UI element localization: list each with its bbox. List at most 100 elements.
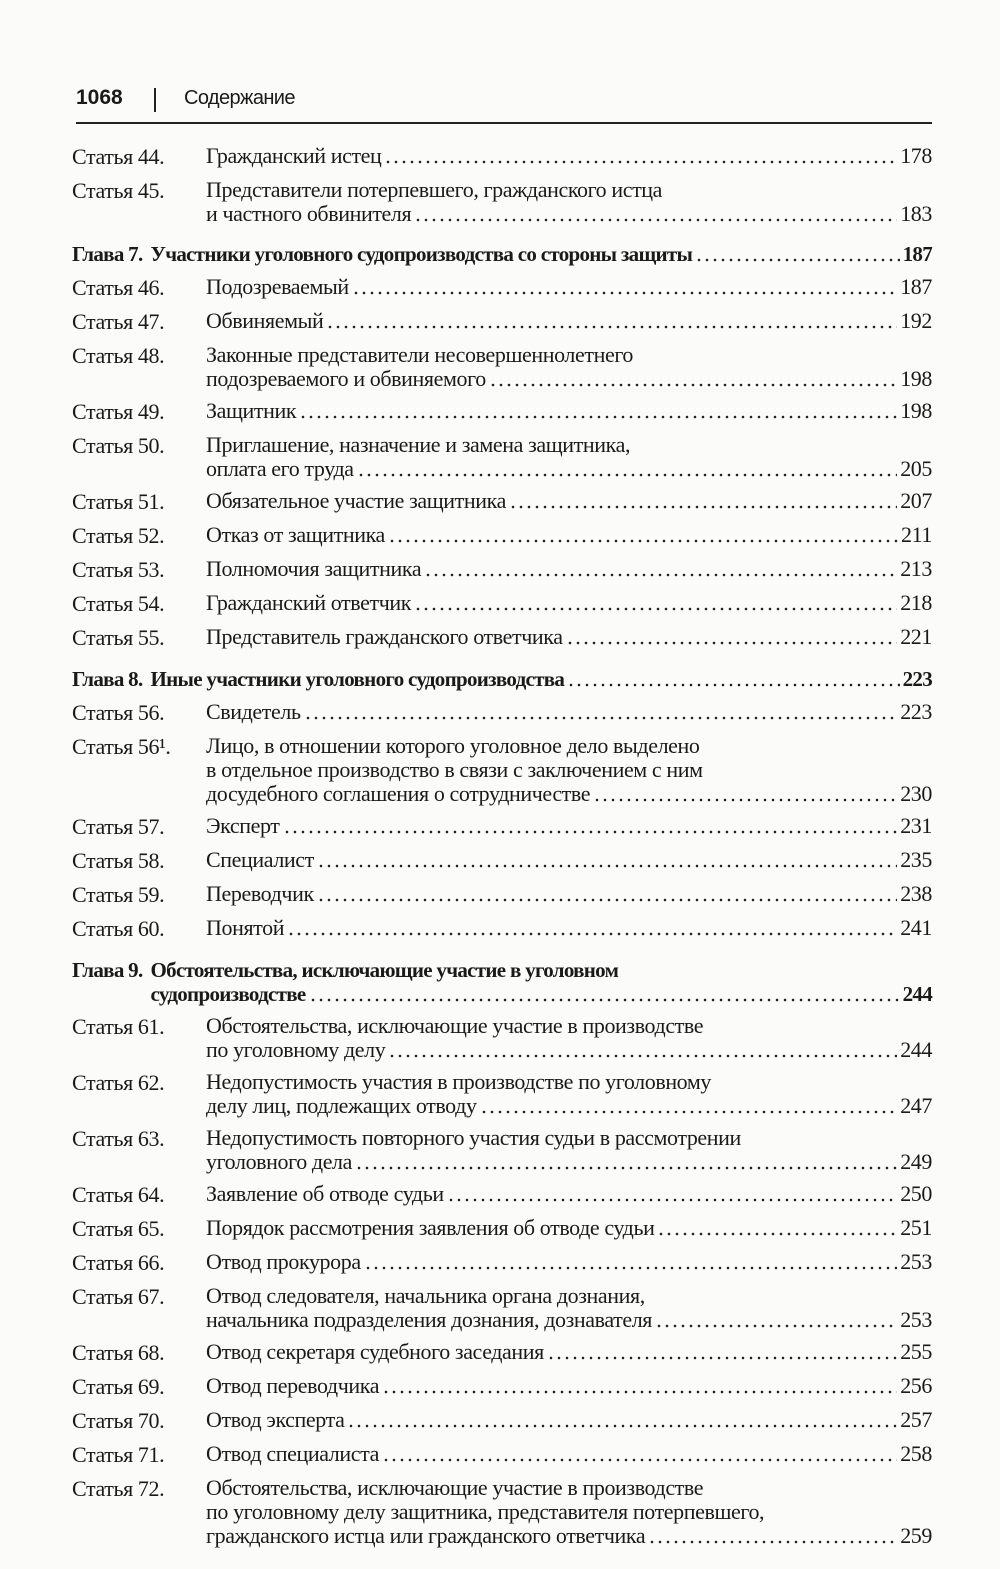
entry-page: 231 — [900, 813, 932, 838]
entry-page: 250 — [900, 1181, 932, 1206]
entry-body: Участники уголовного судопроизводства со… — [150, 242, 933, 267]
entry-line: по уголовному делу 244 — [206, 1038, 932, 1062]
entry-line: Обязательное участие защитника 207 — [206, 489, 932, 513]
dot-leader — [316, 882, 898, 906]
entry-body: Свидетель 223 — [206, 700, 932, 726]
entry-line: гражданского истца или гражданского отве… — [206, 1524, 932, 1548]
toc-article: Статья 68. Отвод секретаря судебного засе… — [72, 1340, 932, 1366]
entry-line: начальника подразделения дознания, дозна… — [206, 1308, 932, 1332]
entry-line: Законные представители несовершеннолетне… — [206, 343, 932, 367]
toc-article: Статья 53. Полномочия защитника 213 — [72, 557, 932, 583]
entry-title: Защитник — [206, 398, 297, 423]
entry-body: Полномочия защитника 213 — [206, 557, 932, 583]
dot-leader — [308, 982, 900, 1006]
entry-title: гражданского истца или гражданского отве… — [206, 1523, 646, 1548]
entry-line: Недопустимость участия в производстве по… — [206, 1070, 932, 1094]
entry-line: Обвиняемый 192 — [206, 309, 932, 333]
entry-label: Статья 56¹. — [72, 734, 171, 759]
entry-title: Свидетель — [206, 699, 301, 724]
entry-title: Представитель гражданского ответчика — [206, 624, 563, 649]
entry-label: Статья 64. — [72, 1182, 165, 1207]
toc-article: Статья 58. Специалист 235 — [72, 848, 932, 874]
entry-page: 205 — [900, 456, 932, 481]
dot-leader — [446, 1182, 898, 1206]
dot-leader — [648, 1524, 898, 1548]
entry-label: Статья 71. — [72, 1442, 165, 1467]
entry-body: Недопустимость повторного участия судьи … — [206, 1126, 932, 1174]
entry-body: Недопустимость участия в производстве по… — [206, 1070, 932, 1118]
entry-label: Глава 8. — [72, 667, 143, 691]
entry-label: Статья 46. — [72, 275, 165, 300]
entry-title: Представители потерпевшего, гражданского… — [206, 177, 663, 202]
entry-body: Подозреваемый 187 — [206, 275, 932, 301]
entry-title: начальника подразделения дознания, дозна… — [206, 1307, 652, 1332]
entry-line: досудебного соглашения о сотрудничестве 2… — [206, 782, 932, 806]
toc-article: Статья 56. Свидетель 223 — [72, 700, 932, 726]
entry-title: Отвод специалиста — [206, 1441, 379, 1466]
entry-page: 244 — [900, 1037, 932, 1062]
entry-label: Статья 53. — [72, 557, 165, 582]
dot-leader — [414, 591, 898, 615]
entry-title: Недопустимость участия в производстве по… — [206, 1069, 711, 1094]
entry-label: Статья 56. — [72, 700, 165, 725]
dot-leader — [388, 1038, 898, 1062]
entry-label: Статья 60. — [72, 916, 165, 941]
entry-title: Специалист — [206, 847, 314, 872]
entry-label: Статья 51. — [72, 489, 165, 514]
entry-page: 230 — [900, 781, 932, 806]
toc-article: Статья 59. Переводчик 238 — [72, 882, 932, 908]
entry-title: Обстоятельства, исключающие участие в уг… — [150, 958, 619, 982]
toc-article: Статья 69. Отвод переводчика 256 — [72, 1374, 932, 1400]
entry-title: Законные представители несовершеннолетне… — [206, 342, 634, 367]
toc-article: Статья 47. Обвиняемый 192 — [72, 309, 932, 335]
entry-title: Отвод эксперта — [206, 1407, 345, 1432]
entry-title: Обвиняемый — [206, 308, 324, 333]
dot-leader — [424, 557, 898, 581]
entry-title: Обязательное участие защитника — [206, 488, 506, 513]
entry-label: Статья 61. — [72, 1014, 165, 1039]
entry-line: Отвод переводчика 256 — [206, 1374, 932, 1398]
entry-line: Отвод специалиста 258 — [206, 1442, 932, 1466]
entry-title: Полномочия защитника — [206, 556, 422, 581]
entry-line: Гражданский истец 178 — [206, 144, 932, 168]
entry-line: Отвод секретаря судебного заседания 255 — [206, 1340, 932, 1364]
entry-body: Отвод эксперта 257 — [206, 1408, 932, 1434]
dot-leader — [347, 1408, 898, 1432]
entry-body: Гражданский истец 178 — [206, 144, 932, 170]
entry-page: 207 — [900, 488, 932, 513]
dot-leader — [387, 523, 899, 547]
entry-title: Участники уголовного судопроизводства со… — [150, 242, 693, 266]
entry-page: 221 — [900, 624, 932, 649]
entry-title: и частного обвинителя — [206, 201, 412, 226]
entry-body: Отвод прокурора 253 — [206, 1250, 932, 1276]
entry-body: Отвод специалиста 258 — [206, 1442, 932, 1468]
toc-article: Статья 46. Подозреваемый 187 — [72, 275, 932, 301]
entry-line: судопроизводстве 244 — [151, 982, 933, 1006]
entry-page: 241 — [900, 915, 932, 940]
entry-title: подозреваемого и обвиняемого — [206, 366, 486, 391]
toc-article: Статья 54. Гражданский ответчик 218 — [72, 591, 932, 617]
entry-title: Отказ от защитника — [206, 522, 385, 547]
entry-label: Статья 63. — [72, 1126, 165, 1151]
dot-leader — [382, 1374, 898, 1398]
toc-article: Статья 67. Отвод следователя, начальника … — [72, 1284, 932, 1332]
dot-leader — [363, 1250, 898, 1274]
entry-title: Обстоятельства, исключающие участие в пр… — [206, 1013, 704, 1038]
toc-article: Статья 48. Законные представители несовер… — [72, 343, 932, 391]
entry-title: Обстоятельства, исключающие участие в пр… — [206, 1475, 704, 1500]
entry-line: Свидетель 223 — [206, 700, 932, 724]
entry-line: Обстоятельства, исключающие участие в уг… — [151, 958, 932, 982]
entry-line: Понятой 241 — [206, 916, 932, 940]
entry-body: Специалист 235 — [206, 848, 932, 874]
dot-leader — [655, 1308, 898, 1332]
entry-page: 258 — [900, 1441, 932, 1466]
entry-page: 192 — [900, 308, 932, 333]
entry-page: 213 — [900, 556, 932, 581]
entry-line: Специалист 235 — [206, 848, 932, 872]
entry-label: Статья 44. — [72, 144, 165, 169]
entry-body: Порядок рассмотрения заявления об отводе… — [206, 1216, 932, 1242]
entry-line: Эксперт 231 — [206, 814, 932, 838]
entry-page: 218 — [900, 590, 932, 615]
entry-line: Приглашение, назначение и замена защитни… — [206, 433, 932, 457]
entry-page: 249 — [900, 1149, 932, 1174]
